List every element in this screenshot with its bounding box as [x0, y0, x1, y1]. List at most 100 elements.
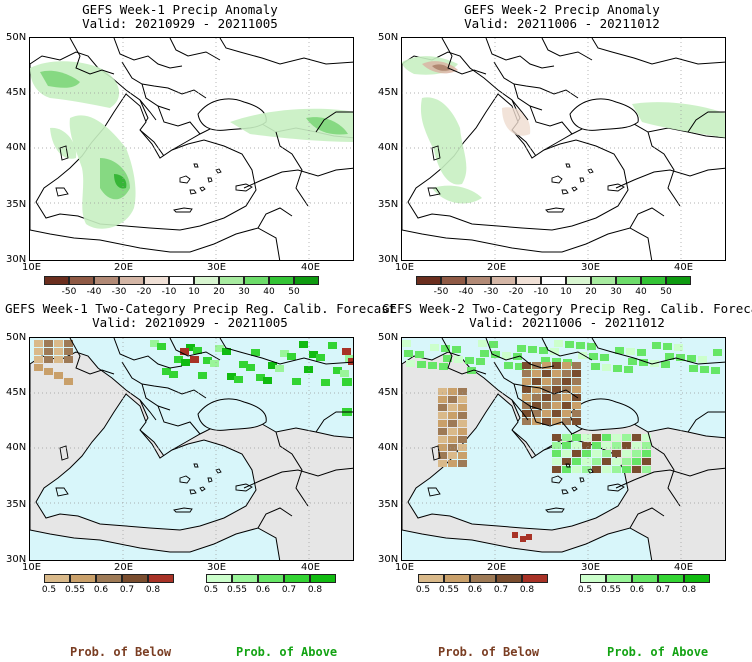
prob-colorbar-swatch: [258, 574, 284, 583]
colorbar-swatch: [194, 276, 219, 285]
panel3-title-line1: GEFS Week-1 Two-Category Precip Reg. Cal…: [5, 301, 397, 316]
prob-cell: [552, 394, 561, 401]
prob-cell: [504, 362, 513, 369]
prob-cell: [54, 356, 63, 363]
panel3-footer-below: Prob. of Below: [70, 645, 172, 659]
prob-cell: [417, 361, 426, 368]
prob-cell: [572, 386, 581, 393]
precip-patch: [114, 174, 127, 189]
prob-cell: [552, 442, 561, 449]
prob-cell: [602, 450, 611, 457]
prob-cell: [328, 342, 337, 349]
prob-cell: [562, 458, 571, 465]
country-border: [647, 131, 681, 207]
panel1-title-line1: GEFS Week-1 Precip Anomaly: [82, 2, 278, 17]
prob-cell: [227, 373, 236, 380]
prob-cell: [572, 410, 581, 417]
prob-colorbar-swatch: [470, 574, 496, 583]
prob-cell: [587, 343, 596, 350]
prob-cell: [565, 341, 574, 348]
panel1-lat-50: 50N: [6, 32, 27, 43]
prob-colorbar-tick-label: 0.8: [145, 585, 161, 595]
prob-colorbar-tick-label: 0.7: [655, 585, 671, 595]
panel4-above-colorbar: 0.5 0.55 0.6 0.7 0.8: [578, 574, 720, 599]
colorbar-swatch: [144, 276, 169, 285]
prob-cell: [54, 340, 63, 347]
prob-cell: [458, 428, 467, 435]
country-border: [541, 38, 593, 61]
prob-cell: [552, 450, 561, 457]
prob-colorbar-tick-label: 0.55: [64, 585, 86, 595]
colorbar-swatch: [541, 276, 566, 285]
prob-cell: [552, 466, 561, 473]
prob-colorbar-tick-label: 0.5: [577, 585, 593, 595]
prob-cell: [441, 345, 450, 352]
prob-cell: [502, 352, 511, 359]
prob-cell: [522, 402, 531, 409]
island-outline: [207, 477, 213, 483]
prob-cell: [665, 353, 674, 360]
island-outline: [607, 483, 625, 492]
country-border: [629, 507, 665, 529]
panel3-title-line2: Valid: 20210929 - 20211005: [92, 315, 288, 330]
country-border: [169, 338, 221, 361]
prob-cell: [522, 378, 531, 385]
prob-cell: [157, 343, 166, 350]
prob-cell: [613, 365, 622, 372]
island-outline: [215, 468, 222, 474]
precip-patch: [40, 70, 80, 88]
prob-cell: [622, 466, 631, 473]
country-border: [257, 207, 293, 229]
island-outline: [59, 445, 69, 461]
prob-cell: [44, 340, 53, 347]
prob-colorbar-swatch: [444, 574, 470, 583]
prob-cell: [54, 348, 63, 355]
prob-cell: [632, 434, 641, 441]
island-outline: [579, 477, 585, 483]
island-outline: [587, 468, 594, 474]
prob-cell: [532, 378, 541, 385]
colorbar-tick-label: 40: [635, 287, 647, 297]
prob-cell: [448, 436, 457, 443]
prob-cell: [562, 418, 571, 425]
prob-cell: [448, 404, 457, 411]
prob-cell: [626, 348, 635, 355]
prob-cell: [198, 372, 207, 379]
prob-cell: [602, 442, 611, 449]
country-border: [511, 399, 529, 421]
island-outline: [561, 489, 569, 495]
panel3-footer-above: Prob. of Above: [236, 645, 338, 659]
prob-cell: [465, 357, 474, 364]
prob-cell: [612, 466, 621, 473]
panel4-map: [401, 337, 726, 561]
prob-cell: [622, 434, 631, 441]
prob-colorbar-tick-label: 0.55: [600, 585, 622, 595]
prob-cell: [622, 458, 631, 465]
prob-cell: [532, 394, 541, 401]
prob-cell: [552, 418, 561, 425]
country-border: [243, 167, 353, 189]
prob-cell: [526, 534, 532, 540]
prob-cell: [438, 396, 447, 403]
prob-colorbar-swatch: [418, 574, 444, 583]
panel2-map: [401, 37, 726, 261]
island-outline: [173, 207, 193, 213]
colorbar-tick-label: 30: [238, 287, 250, 297]
prob-cell: [438, 420, 447, 427]
prob-colorbar-tick-label: 0.55: [226, 585, 248, 595]
prob-cell: [186, 344, 195, 351]
colorbar-tick-label: 50: [288, 287, 300, 297]
prob-colorbar-swatch: [496, 574, 522, 583]
prob-colorbar-swatch: [44, 574, 70, 583]
prob-cell: [448, 460, 457, 467]
prob-cell: [642, 450, 651, 457]
island-outline: [59, 145, 69, 161]
island-outline: [179, 475, 191, 484]
prob-cell: [438, 428, 447, 435]
island-outline: [235, 183, 253, 192]
prob-cell: [263, 377, 272, 384]
prob-colorbar-swatch: [658, 574, 684, 583]
prob-cell: [439, 363, 448, 370]
colorbar-tick-label: 20: [585, 287, 597, 297]
prob-cell: [64, 348, 73, 355]
